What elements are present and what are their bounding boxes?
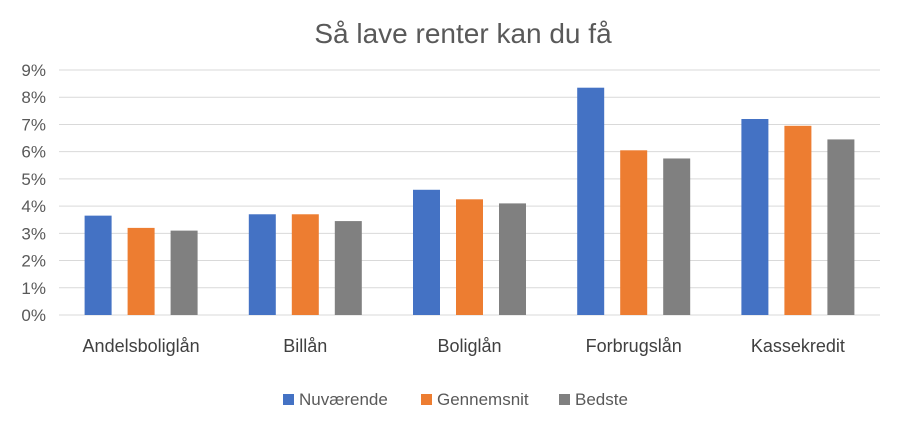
- bars: [84, 87, 855, 315]
- legend-swatch: [559, 394, 570, 405]
- y-tick-label: 2%: [21, 252, 46, 271]
- legend-label: Gennemsnit: [437, 390, 529, 409]
- x-category-label: Billån: [283, 336, 327, 356]
- y-tick-label: 9%: [21, 61, 46, 80]
- y-tick-label: 8%: [21, 88, 46, 107]
- legend-swatch: [283, 394, 294, 405]
- bar: [248, 214, 276, 315]
- y-tick-label: 5%: [21, 170, 46, 189]
- bar: [663, 158, 691, 315]
- y-tick-label: 7%: [21, 115, 46, 134]
- bar: [127, 227, 155, 315]
- bar: [784, 125, 812, 315]
- bar: [741, 119, 769, 315]
- bar: [456, 199, 483, 315]
- y-tick-label: 0%: [21, 306, 46, 325]
- bar: [620, 150, 648, 315]
- chart-title: Så lave renter kan du få: [314, 18, 612, 49]
- bar: [334, 221, 362, 315]
- x-axis-categories: Andelsboliglån Billån Boliglån Forbrugslån K…: [83, 336, 845, 356]
- legend-label: Nuværende: [299, 390, 388, 409]
- legend-swatch: [421, 394, 432, 405]
- y-axis-ticks: 0% 1% 2% 3% 4% 5% 6% 7% 8% 9%: [21, 61, 46, 325]
- x-category-label: Andelsboliglån: [83, 336, 200, 356]
- x-category-label: Boliglån: [437, 336, 501, 356]
- bar: [413, 189, 440, 315]
- x-category-label: Kassekredit: [751, 336, 845, 356]
- bar: [170, 230, 198, 315]
- bar: [291, 214, 319, 315]
- bar: [827, 139, 855, 315]
- y-tick-label: 3%: [21, 224, 46, 243]
- y-tick-label: 4%: [21, 197, 46, 216]
- bar: [84, 215, 112, 315]
- bar: [499, 203, 526, 315]
- legend-label: Bedste: [575, 390, 628, 409]
- y-tick-label: 6%: [21, 143, 46, 162]
- bar: [577, 87, 605, 315]
- y-tick-label: 1%: [21, 279, 46, 298]
- x-category-label: Forbrugslån: [586, 336, 682, 356]
- legend: Nuværende Gennemsnit Bedste: [283, 390, 628, 409]
